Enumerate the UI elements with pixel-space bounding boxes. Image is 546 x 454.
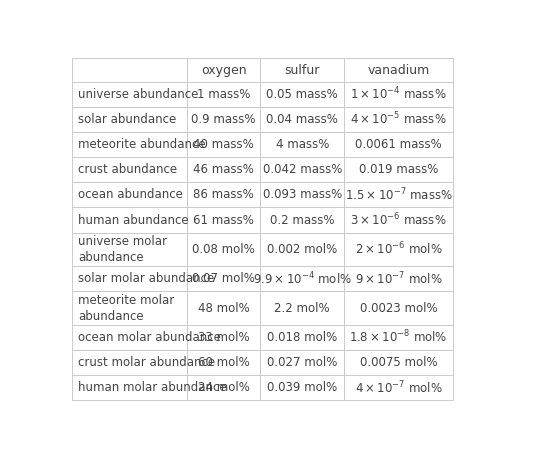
Text: $1.5\times10^{-7}$ mass%: $1.5\times10^{-7}$ mass% xyxy=(345,187,452,203)
Text: 0.018 mol%: 0.018 mol% xyxy=(267,331,337,344)
Text: 1 mass%: 1 mass% xyxy=(197,88,250,101)
Text: crust abundance: crust abundance xyxy=(78,163,177,176)
Text: 0.019 mass%: 0.019 mass% xyxy=(359,163,438,176)
Text: human molar abundance: human molar abundance xyxy=(78,381,227,394)
Text: 61 mass%: 61 mass% xyxy=(193,213,254,227)
Text: 48 mol%: 48 mol% xyxy=(198,301,250,315)
Text: universe abundance: universe abundance xyxy=(78,88,199,101)
Text: 0.002 mol%: 0.002 mol% xyxy=(267,243,337,256)
Text: 0.9 mass%: 0.9 mass% xyxy=(192,113,256,126)
Text: 0.0075 mol%: 0.0075 mol% xyxy=(360,356,437,369)
Text: 24 mol%: 24 mol% xyxy=(198,381,250,394)
Text: $4\times10^{-7}$ mol%: $4\times10^{-7}$ mol% xyxy=(354,380,442,396)
Text: $1.8\times10^{-8}$ mol%: $1.8\times10^{-8}$ mol% xyxy=(349,329,448,345)
Text: crust molar abundance: crust molar abundance xyxy=(78,356,216,369)
Text: 0.04 mass%: 0.04 mass% xyxy=(266,113,338,126)
Text: 0.05 mass%: 0.05 mass% xyxy=(266,88,338,101)
Text: ocean molar abundance: ocean molar abundance xyxy=(78,331,221,344)
Text: 4 mass%: 4 mass% xyxy=(276,138,329,151)
Text: 0.08 mol%: 0.08 mol% xyxy=(192,243,255,256)
Text: meteorite abundance: meteorite abundance xyxy=(78,138,206,151)
Text: 0.07 mol%: 0.07 mol% xyxy=(192,272,255,285)
Text: oxygen: oxygen xyxy=(201,64,246,77)
Text: 0.027 mol%: 0.027 mol% xyxy=(267,356,337,369)
Text: $1\times10^{-4}$ mass%: $1\times10^{-4}$ mass% xyxy=(350,86,447,103)
Text: solar abundance: solar abundance xyxy=(78,113,176,126)
Text: sulfur: sulfur xyxy=(284,64,320,77)
Text: solar molar abundance: solar molar abundance xyxy=(78,272,215,285)
Text: 33 mol%: 33 mol% xyxy=(198,331,250,344)
Text: $2\times10^{-6}$ mol%: $2\times10^{-6}$ mol% xyxy=(354,241,442,258)
Text: 0.0061 mass%: 0.0061 mass% xyxy=(355,138,442,151)
Text: 0.039 mol%: 0.039 mol% xyxy=(267,381,337,394)
Text: vanadium: vanadium xyxy=(367,64,430,77)
Text: 40 mass%: 40 mass% xyxy=(193,138,254,151)
Text: $9\times10^{-7}$ mol%: $9\times10^{-7}$ mol% xyxy=(354,271,442,287)
Text: ocean abundance: ocean abundance xyxy=(78,188,183,202)
Text: 0.042 mass%: 0.042 mass% xyxy=(263,163,342,176)
Text: 0.093 mass%: 0.093 mass% xyxy=(263,188,342,202)
Text: 2.2 mol%: 2.2 mol% xyxy=(275,301,330,315)
Text: 46 mass%: 46 mass% xyxy=(193,163,254,176)
Text: human abundance: human abundance xyxy=(78,213,189,227)
Text: 0.0023 mol%: 0.0023 mol% xyxy=(360,301,437,315)
Text: 86 mass%: 86 mass% xyxy=(193,188,254,202)
Text: $3\times10^{-6}$ mass%: $3\times10^{-6}$ mass% xyxy=(350,212,447,228)
Text: $4\times10^{-5}$ mass%: $4\times10^{-5}$ mass% xyxy=(350,111,447,128)
Text: meteorite molar
abundance: meteorite molar abundance xyxy=(78,294,175,322)
Text: 0.2 mass%: 0.2 mass% xyxy=(270,213,335,227)
Text: universe molar
abundance: universe molar abundance xyxy=(78,235,167,264)
Text: 60 mol%: 60 mol% xyxy=(198,356,250,369)
Text: $9.9\times10^{-4}$ mol%: $9.9\times10^{-4}$ mol% xyxy=(253,271,352,287)
